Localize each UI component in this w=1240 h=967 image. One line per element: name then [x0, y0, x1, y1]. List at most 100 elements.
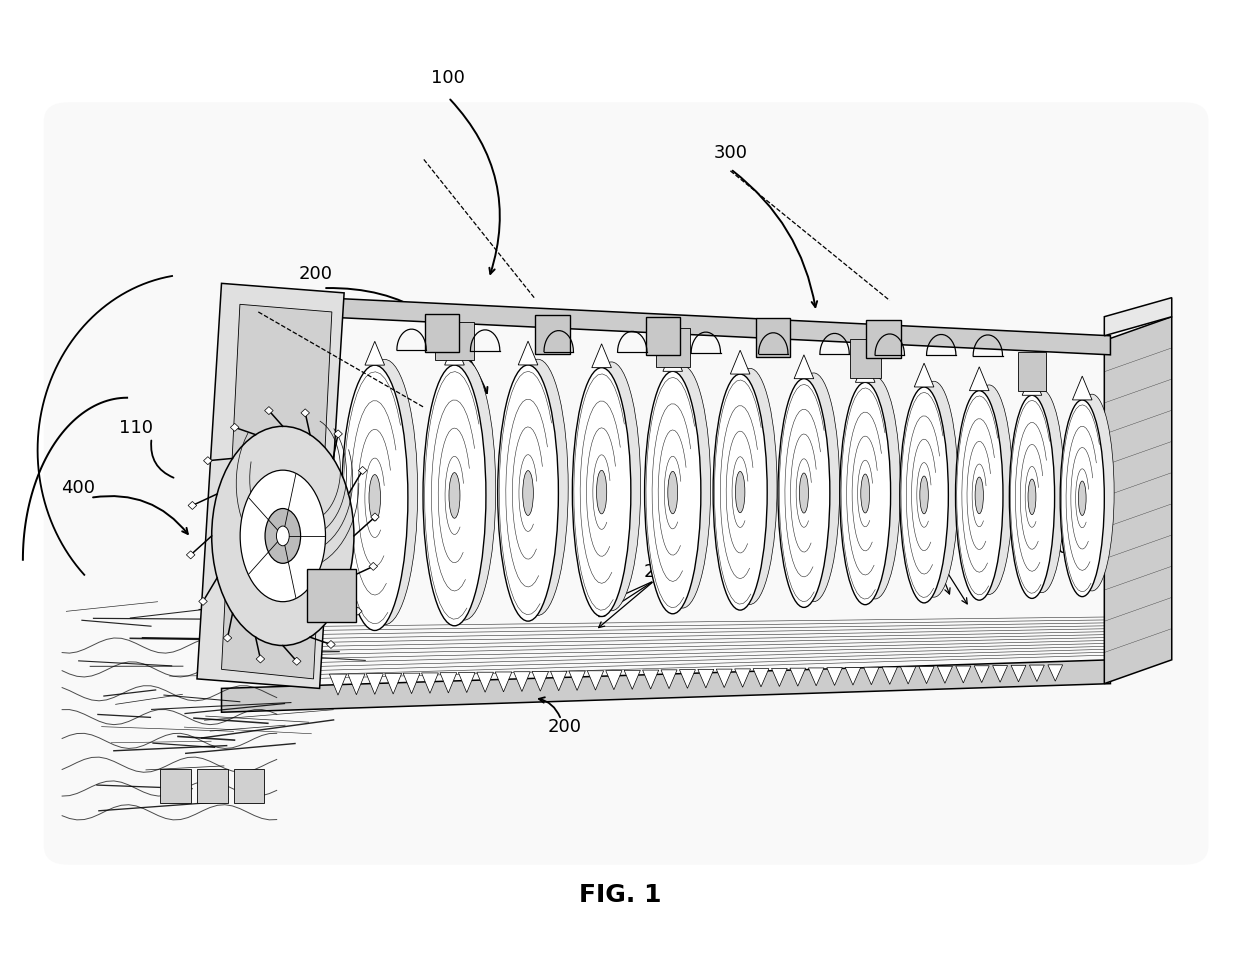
- Ellipse shape: [723, 368, 777, 604]
- Polygon shape: [856, 359, 875, 382]
- Polygon shape: [326, 640, 335, 649]
- Polygon shape: [1011, 665, 1025, 682]
- Polygon shape: [606, 670, 622, 689]
- Ellipse shape: [849, 376, 900, 599]
- Ellipse shape: [735, 472, 745, 513]
- Text: 210: 210: [644, 563, 677, 581]
- Ellipse shape: [655, 366, 711, 608]
- Ellipse shape: [1079, 481, 1086, 515]
- Polygon shape: [591, 344, 611, 367]
- Polygon shape: [717, 669, 732, 688]
- Bar: [849, 339, 880, 377]
- Polygon shape: [365, 341, 384, 366]
- Ellipse shape: [523, 471, 533, 515]
- Polygon shape: [1048, 665, 1063, 681]
- Polygon shape: [794, 355, 813, 379]
- Bar: [646, 317, 680, 355]
- Polygon shape: [366, 674, 383, 694]
- Polygon shape: [698, 669, 714, 688]
- Polygon shape: [846, 667, 861, 685]
- Text: FIG. 1: FIG. 1: [579, 883, 661, 907]
- Bar: [536, 315, 569, 354]
- Polygon shape: [735, 669, 750, 688]
- Polygon shape: [370, 563, 377, 571]
- Polygon shape: [293, 658, 301, 665]
- Polygon shape: [188, 502, 197, 510]
- Polygon shape: [808, 668, 823, 686]
- Text: 310: 310: [919, 527, 954, 545]
- Polygon shape: [937, 666, 952, 684]
- FancyBboxPatch shape: [43, 103, 1209, 864]
- Polygon shape: [403, 673, 420, 693]
- Ellipse shape: [668, 471, 677, 513]
- Polygon shape: [334, 430, 342, 438]
- Polygon shape: [771, 668, 787, 687]
- Ellipse shape: [573, 367, 631, 617]
- Ellipse shape: [241, 470, 325, 601]
- Polygon shape: [264, 406, 273, 415]
- Ellipse shape: [342, 366, 408, 630]
- Polygon shape: [348, 674, 365, 694]
- Polygon shape: [624, 670, 640, 689]
- Polygon shape: [422, 673, 439, 693]
- Polygon shape: [753, 668, 769, 687]
- Ellipse shape: [351, 360, 418, 625]
- Bar: [234, 770, 264, 803]
- Ellipse shape: [920, 476, 929, 513]
- Ellipse shape: [449, 473, 460, 518]
- Polygon shape: [440, 673, 456, 693]
- Ellipse shape: [582, 362, 641, 611]
- Ellipse shape: [596, 470, 606, 513]
- Polygon shape: [222, 305, 332, 679]
- Ellipse shape: [1009, 396, 1054, 599]
- Ellipse shape: [910, 381, 959, 598]
- Polygon shape: [495, 672, 512, 691]
- Polygon shape: [975, 666, 990, 683]
- Polygon shape: [588, 671, 604, 690]
- Polygon shape: [914, 364, 934, 387]
- Polygon shape: [970, 366, 990, 391]
- Text: 300: 300: [713, 144, 748, 161]
- Text: 100: 100: [432, 70, 465, 87]
- Polygon shape: [663, 347, 682, 371]
- Ellipse shape: [777, 379, 830, 607]
- Polygon shape: [900, 666, 916, 684]
- Text: 110: 110: [119, 420, 153, 437]
- Polygon shape: [320, 298, 1111, 355]
- Ellipse shape: [423, 365, 486, 626]
- Polygon shape: [257, 655, 264, 663]
- Polygon shape: [569, 671, 585, 690]
- Polygon shape: [371, 513, 379, 521]
- Ellipse shape: [1028, 479, 1035, 514]
- Bar: [1018, 352, 1045, 391]
- Polygon shape: [956, 666, 971, 683]
- Polygon shape: [882, 667, 898, 685]
- Bar: [867, 320, 900, 358]
- Polygon shape: [1022, 371, 1042, 396]
- Polygon shape: [790, 668, 806, 687]
- Polygon shape: [680, 669, 696, 689]
- Text: 400: 400: [61, 480, 95, 497]
- Ellipse shape: [965, 385, 1013, 595]
- Polygon shape: [477, 672, 494, 692]
- Polygon shape: [459, 672, 475, 692]
- Text: 200: 200: [548, 718, 582, 736]
- Bar: [425, 314, 459, 352]
- Polygon shape: [518, 341, 538, 365]
- Ellipse shape: [839, 382, 890, 604]
- Polygon shape: [330, 674, 346, 695]
- Polygon shape: [1073, 376, 1092, 400]
- Polygon shape: [1029, 665, 1044, 682]
- Polygon shape: [198, 598, 207, 605]
- Polygon shape: [203, 456, 212, 465]
- Ellipse shape: [212, 426, 353, 646]
- Polygon shape: [919, 666, 934, 684]
- Ellipse shape: [787, 373, 839, 601]
- Polygon shape: [730, 350, 750, 374]
- Ellipse shape: [277, 526, 289, 545]
- Bar: [756, 318, 790, 357]
- Polygon shape: [186, 551, 195, 559]
- Polygon shape: [863, 667, 879, 685]
- Ellipse shape: [1019, 390, 1064, 593]
- Bar: [308, 570, 356, 622]
